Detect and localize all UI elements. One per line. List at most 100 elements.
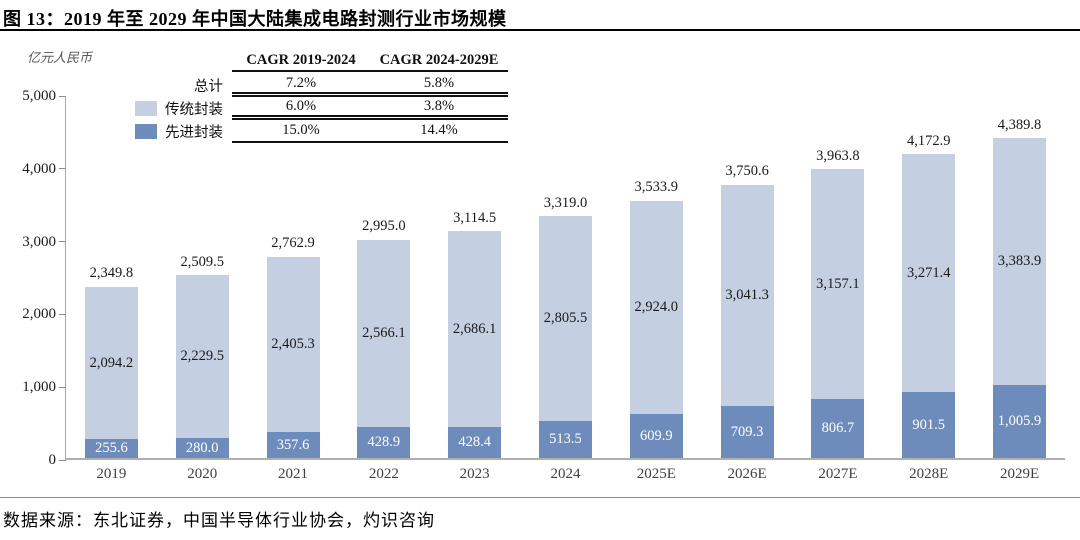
bar-segment-advanced: 513.5	[538, 420, 592, 458]
x-tick-label: 2021	[278, 466, 309, 482]
total-value-label: 3,319.0	[543, 194, 588, 211]
cagr-corner-cell	[120, 51, 232, 74]
bar-segment-advanced: 709.3	[720, 406, 774, 458]
bar-group-2022: 2,995.0 2,566.1 428.9 2022	[357, 96, 411, 482]
figure-title-bar: 图 13：2019 年至 2029 年中国大陆集成电路封测行业市场规模	[0, 0, 1080, 31]
x-tick-label: 2026E	[727, 466, 767, 482]
x-tick-label: 2025E	[636, 466, 676, 482]
total-value-label: 4,172.9	[906, 132, 951, 149]
advanced-value-label: 901.5	[912, 416, 946, 433]
traditional-value-label: 2,229.5	[180, 348, 224, 365]
traditional-value-label: 3,041.3	[725, 287, 769, 304]
y-axis-unit-label: 亿元人民币	[27, 50, 93, 65]
traditional-value-label: 2,566.1	[362, 325, 406, 342]
cagr-traditional-2024-2029: 3.8%	[370, 97, 508, 120]
traditional-value-label: 2,094.2	[89, 354, 134, 371]
y-tick-label: 2,000	[22, 306, 56, 323]
bar-segment-advanced: 255.6	[84, 439, 138, 458]
legend-item-advanced: 先进封装	[120, 120, 232, 143]
total-value-label: 2,349.8	[89, 265, 134, 282]
advanced-value-label: 709.3	[730, 423, 764, 440]
bar-segment-traditional: 3,157.1	[811, 169, 865, 400]
x-tick-label: 2023	[459, 466, 490, 482]
cagr-header-2019-2024: CAGR 2019-2024	[232, 51, 370, 72]
bar-group-2023: 3,114.5 2,686.1 428.4 2023	[448, 96, 502, 482]
advanced-value-label: 609.9	[639, 427, 673, 444]
traditional-value-label: 2,805.5	[543, 310, 588, 327]
bars-container: 2,349.8 2,094.2 255.6 2019 2,509.5 2,229.5 280…	[66, 96, 1065, 482]
bar-segment-advanced: 609.9	[629, 413, 683, 458]
y-tick-label: 1,000	[22, 379, 56, 396]
x-tick-label: 2027E	[818, 466, 858, 482]
x-tick-label: 2022	[368, 466, 399, 482]
bar-group-2019: 2,349.8 2,094.2 255.6 2019	[84, 96, 138, 482]
bar-segment-traditional: 2,686.1	[448, 231, 502, 427]
cagr-total-2019-2024: 7.2%	[232, 74, 370, 97]
bar-segment-advanced: 806.7	[811, 399, 865, 458]
figure-title: 图 13：2019 年至 2029 年中国大陆集成电路封测行业市场规模	[3, 9, 507, 29]
y-tick-label: 3,000	[22, 233, 56, 250]
bar-segment-traditional: 3,041.3	[720, 184, 774, 407]
legend-swatch-advanced	[135, 124, 157, 139]
bar-group-2021: 2,762.9 2,405.3 357.6 2021	[266, 96, 320, 482]
total-value-label: 3,963.8	[816, 147, 860, 164]
advanced-value-label: 280.0	[185, 439, 219, 456]
bar-segment-advanced: 901.5	[902, 392, 956, 458]
legend-item-traditional: 传统封装	[120, 97, 232, 120]
cagr-advanced-2019-2024: 15.0%	[232, 120, 370, 143]
bar-segment-traditional: 2,094.2	[84, 286, 138, 440]
advanced-value-label: 428.4	[458, 434, 491, 451]
bar-group-2029E: 4,389.8 3,383.9 1,005.9 2029E	[993, 96, 1047, 482]
total-value-label: 3,750.6	[725, 163, 769, 180]
data-source-note: 数据来源：东北证券，中国半导体行业协会，灼识咨询	[3, 511, 435, 530]
cagr-traditional-2019-2024: 6.0%	[232, 97, 370, 120]
plot-area: 0 1,000 2,000 3,000 4,000 5,000 2,349.8 2,094.…	[22, 89, 1065, 482]
bar-segment-advanced: 357.6	[266, 431, 320, 458]
bar-segment-traditional: 2,566.1	[357, 239, 411, 427]
y-tick-mark	[59, 168, 66, 170]
bar-group-2024: 3,319.0 2,805.5 513.5 2024	[538, 96, 592, 482]
y-tick-mark	[59, 313, 66, 315]
legend-label-advanced: 先进封装	[165, 125, 223, 141]
traditional-value-label: 2,924.0	[634, 298, 679, 315]
cagr-row-total-text: 总计	[194, 79, 223, 95]
traditional-value-label: 2,686.1	[452, 320, 497, 337]
total-value-label: 4,389.8	[997, 116, 1042, 133]
y-tick-mark	[59, 386, 66, 388]
bar-segment-traditional: 2,405.3	[266, 256, 320, 432]
advanced-value-label: 357.6	[276, 436, 310, 453]
total-value-label: 2,762.9	[271, 235, 315, 252]
total-value-label: 2,509.5	[180, 253, 224, 270]
advanced-value-label: 1,005.9	[997, 413, 1042, 430]
traditional-value-label: 2,405.3	[271, 336, 315, 353]
bar-group-2020: 2,509.5 2,229.5 280.0 2020	[175, 96, 229, 482]
bar-segment-advanced: 428.4	[448, 426, 502, 458]
y-tick-mark	[59, 241, 66, 243]
y-tick-label: 4,000	[22, 160, 56, 177]
y-tick-label: 0	[48, 452, 57, 468]
bar-group-2025E: 3,533.9 2,924.0 609.9 2025E	[629, 96, 683, 482]
bar-group-2028E: 4,172.9 3,271.4 901.5 2028E	[902, 96, 956, 482]
cagr-header-2024-2029: CAGR 2024-2029E	[370, 51, 508, 72]
bar-segment-advanced: 428.9	[357, 426, 411, 458]
bar-group-2026E: 3,750.6 3,041.3 709.3 2026E	[720, 96, 774, 482]
advanced-value-label: 806.7	[821, 420, 855, 437]
legend-cagr-table: CAGR 2019-2024 CAGR 2024-2029E 总计 7.2% 5…	[120, 51, 508, 143]
cagr-total-2024-2029: 5.8%	[370, 74, 508, 97]
x-tick-label: 2019	[96, 466, 127, 482]
total-value-label: 2,995.0	[362, 218, 406, 235]
legend-label-traditional: 传统封装	[165, 102, 223, 118]
cagr-row-label-total: 总计	[120, 74, 232, 97]
bar-segment-traditional: 2,805.5	[538, 216, 592, 421]
x-tick-label: 2024	[550, 466, 581, 482]
advanced-value-label: 428.9	[367, 434, 401, 451]
traditional-value-label: 3,271.4	[906, 265, 951, 282]
bar-segment-traditional: 2,924.0	[629, 200, 683, 414]
bar-segment-traditional: 3,383.9	[993, 138, 1047, 385]
y-tick-mark	[59, 459, 66, 461]
x-tick-label: 2020	[187, 466, 218, 482]
x-tick-label: 2028E	[909, 466, 949, 482]
advanced-value-label: 513.5	[549, 431, 582, 448]
footer-divider	[0, 497, 1080, 498]
